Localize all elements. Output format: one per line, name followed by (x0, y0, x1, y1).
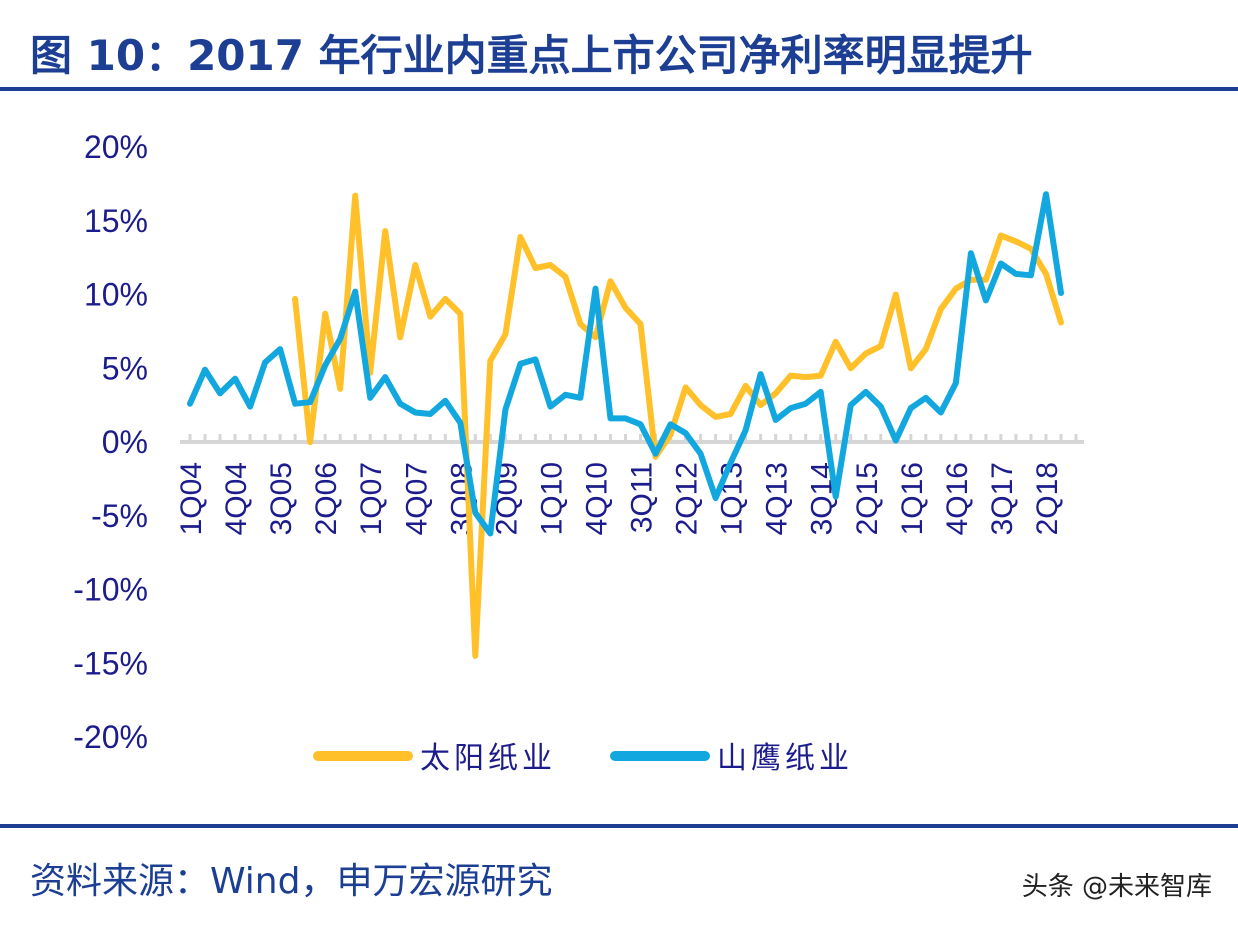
x-tick-label: 1Q13 (716, 462, 749, 535)
watermark: 头条 @未来智库 (1021, 872, 1212, 902)
y-tick-label: -20% (73, 719, 148, 755)
x-tick-label: 2Q18 (1031, 462, 1064, 535)
x-tick-label: 3Q17 (986, 462, 1019, 535)
header-divider (0, 87, 1238, 91)
x-tick-label: 2Q12 (671, 462, 704, 535)
x-tick-label: 1Q07 (355, 462, 388, 535)
y-tick-label: -15% (73, 645, 148, 681)
y-tick-label: 0% (102, 424, 148, 460)
legend: 太阳纸业 山鹰纸业 (313, 741, 853, 776)
legend-label: 太阳纸业 (420, 741, 556, 776)
source-note: 资料来源：Wind，申万宏源研究 (30, 861, 553, 902)
x-tick-label: 4Q13 (761, 462, 794, 535)
x-axis (180, 434, 1084, 444)
x-axis-labels: 1Q04 4Q04 3Q05 2Q06 1Q07 4Q07 3Q08 2Q09 1Q10 4Q10… (175, 462, 1064, 535)
x-tick-label: 1Q10 (535, 462, 568, 535)
line-chart: 20% 15% 10% 5% 0% -5% -10% -15% -20% 1Q04 4Q04 3Q0… (73, 129, 1084, 776)
x-tick-label: 3Q05 (265, 462, 298, 535)
x-tick-label: 1Q16 (896, 462, 929, 535)
chart-title: 图 10：2017 年行业内重点上市公司净利率明显提升 (30, 31, 1033, 80)
x-tick-label: 1Q04 (175, 462, 208, 535)
footer-divider (0, 824, 1238, 828)
x-tick-label: 4Q04 (220, 462, 253, 535)
x-tick-label: 2Q06 (310, 462, 343, 535)
series-lines (187, 191, 1064, 659)
y-axis-labels: 20% 15% 10% 5% 0% -5% -10% -15% -20% (73, 129, 148, 755)
x-tick-label: 2Q15 (851, 462, 884, 535)
y-tick-label: 10% (84, 277, 148, 313)
x-tick-label: 3Q11 (626, 462, 659, 533)
y-tick-label: 20% (84, 129, 148, 165)
y-tick-label: -10% (73, 572, 148, 608)
y-tick-label: -5% (91, 498, 148, 534)
x-tick-label: 4Q10 (580, 462, 613, 535)
x-tick-label: 4Q07 (400, 462, 433, 535)
legend-label: 山鹰纸业 (717, 741, 853, 776)
x-tick-label: 4Q16 (941, 462, 974, 535)
y-tick-label: 5% (102, 350, 148, 386)
y-tick-label: 15% (84, 203, 148, 239)
series-line-2 (187, 191, 1064, 537)
series-line-1 (292, 192, 1064, 659)
